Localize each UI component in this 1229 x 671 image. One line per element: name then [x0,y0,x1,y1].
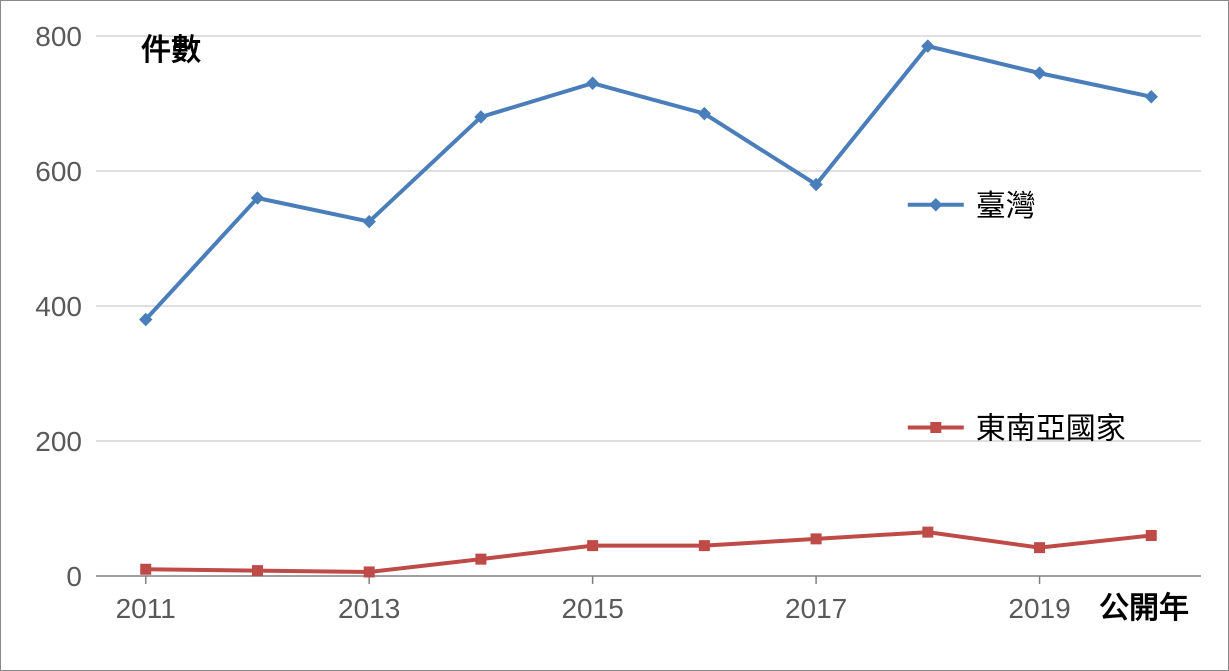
y-axis-title: 件數 [141,34,201,67]
y-tick-label: 800 [35,21,82,52]
square-marker-icon [252,566,262,576]
square-marker-icon [1035,543,1045,553]
square-marker-icon [931,423,941,433]
square-marker-icon [141,564,151,574]
square-marker-icon [476,554,486,564]
x-tick-label: 2017 [785,593,847,624]
square-marker-icon [811,534,821,544]
y-tick-label: 200 [35,426,82,457]
square-marker-icon [699,541,709,551]
y-tick-label: 400 [35,291,82,322]
diamond-marker-icon [1145,91,1157,103]
square-marker-icon [364,567,374,577]
x-axis-title: 公開年 [1099,592,1189,625]
diamond-marker-icon [587,77,599,89]
chart-frame: 0 200 400 600 800 2011 2013 2015 2017 2019 件數公開年 臺灣… [0,0,1229,671]
x-tick-label: 2013 [338,593,400,624]
legend-label-1: 東南亞國家 [976,413,1126,446]
square-marker-icon [1146,531,1156,541]
y-tick-label: 0 [66,561,82,592]
series-line-1 [146,532,1152,572]
y-tick-label: 600 [35,156,82,187]
chart-canvas: 0 200 400 600 800 2011 2013 2015 2017 2019 件數公開年 臺灣… [1,1,1228,670]
square-marker-icon [923,527,933,537]
diamond-marker-icon [1034,67,1046,79]
square-marker-icon [588,541,598,551]
x-tick-label: 2015 [561,593,623,624]
diamond-marker-icon [930,199,942,211]
series-line-0 [146,46,1152,319]
x-tick-label: 2011 [116,593,176,624]
legend-label-0: 臺灣 [976,190,1036,223]
x-tick-label: 2019 [1008,593,1070,624]
